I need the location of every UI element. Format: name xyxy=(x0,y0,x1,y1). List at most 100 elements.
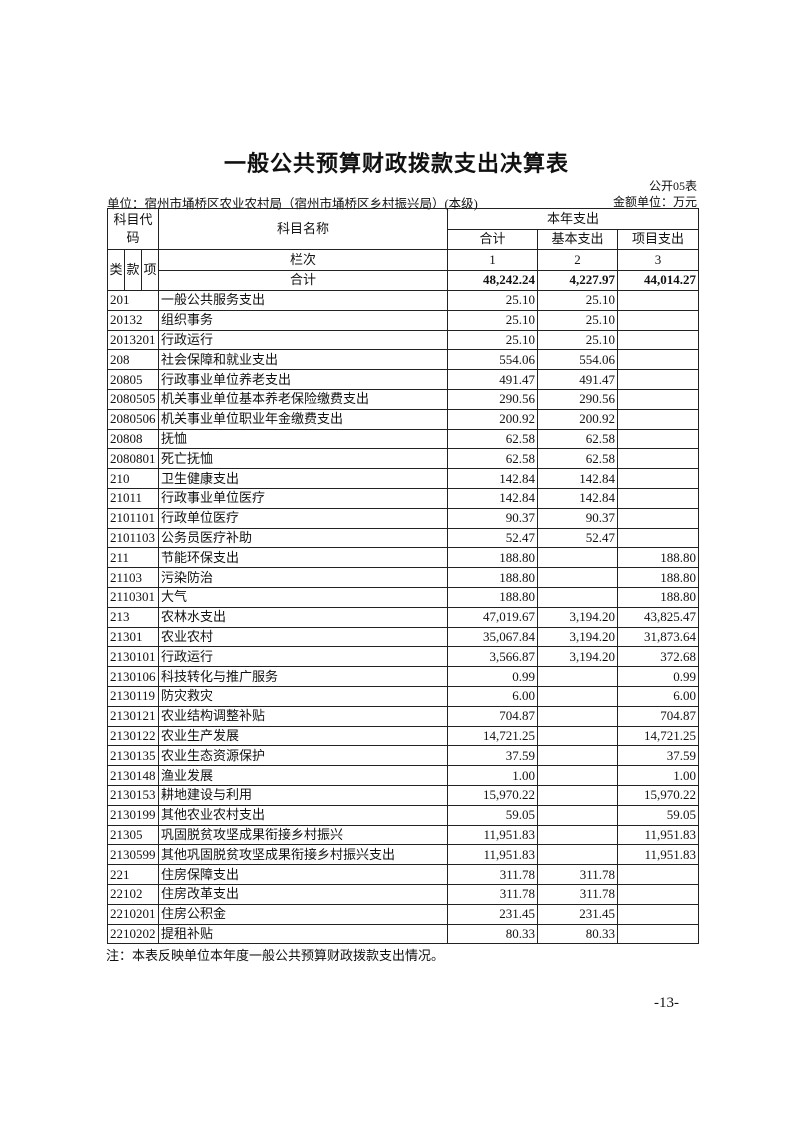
row-code: 2130119 xyxy=(106,685,160,707)
row-name: 组织事务 xyxy=(158,309,449,331)
row-project: 15,970.22 xyxy=(617,784,700,806)
row-project xyxy=(617,487,700,509)
row-total: 59.05 xyxy=(447,804,539,826)
row-basic: 200.92 xyxy=(537,408,619,430)
row-name: 社会保障和就业支出 xyxy=(158,349,449,371)
row-basic xyxy=(537,765,619,786)
row-code: 2130153 xyxy=(106,784,160,806)
header-this-year: 本年支出 xyxy=(447,208,700,230)
row-project xyxy=(617,468,700,489)
row-project xyxy=(617,369,700,390)
row-code: 208 xyxy=(106,349,160,371)
row-basic xyxy=(537,666,619,687)
row-basic: 491.47 xyxy=(537,369,619,390)
row-basic xyxy=(537,804,619,826)
row-project: 31,873.64 xyxy=(617,626,700,648)
table-row: 21301 农业农村 35,067.84 3,194.20 31,873.64 xyxy=(106,626,700,648)
row-code: 20808 xyxy=(106,428,160,450)
row-total: 188.80 xyxy=(447,567,539,588)
row-total: 52.47 xyxy=(447,527,539,549)
header-col1: 1 xyxy=(447,249,539,271)
row-project xyxy=(617,507,700,529)
row-project xyxy=(617,448,700,470)
row-total: 0.99 xyxy=(447,666,539,687)
row-project: 372.68 xyxy=(617,646,700,668)
row-total: 80.33 xyxy=(447,923,539,945)
row-basic xyxy=(537,745,619,767)
row-total: 554.06 xyxy=(447,349,539,371)
table-row: 20808 抚恤 62.58 62.58 xyxy=(106,428,700,450)
table-row: 2130101 行政运行 3,566.87 3,194.20 372.68 xyxy=(106,646,700,668)
row-total: 491.47 xyxy=(447,369,539,390)
table-row: 2130119 防灾救灾 6.00 6.00 xyxy=(106,685,700,707)
row-code: 221 xyxy=(106,864,160,885)
header-lei: 类 xyxy=(107,249,125,291)
row-total: 90.37 xyxy=(447,507,539,529)
row-total: 311.78 xyxy=(447,864,539,885)
form-number: 公开05表 xyxy=(648,179,697,193)
row-basic xyxy=(537,586,619,608)
row-total: 142.84 xyxy=(447,487,539,509)
row-project xyxy=(617,428,700,450)
row-name: 农业农村 xyxy=(158,626,449,648)
expenditure-table: 科目代码 科目名称 本年支出 合计 基本支出 项目支出 类 款 项 栏次 1 2… xyxy=(106,208,700,945)
header-col3: 3 xyxy=(617,249,700,271)
row-project xyxy=(617,883,700,905)
row-name: 渔业发展 xyxy=(158,765,449,786)
row-name: 机关事业单位职业年金缴费支出 xyxy=(158,408,449,430)
row-name: 农业结构调整补贴 xyxy=(158,705,449,727)
row-code: 2130101 xyxy=(106,646,160,668)
money-unit: 金额单位：万元 xyxy=(612,195,697,209)
header-project: 项目支出 xyxy=(617,228,700,250)
row-total: 6.00 xyxy=(447,685,539,707)
row-basic xyxy=(537,547,619,569)
row-basic: 25.10 xyxy=(537,309,619,331)
table-row: 213 农林水支出 47,019.67 3,194.20 43,825.47 xyxy=(106,606,700,628)
row-code: 21301 xyxy=(106,626,160,648)
table-row: 2110301 大气 188.80 188.80 xyxy=(106,586,700,608)
row-code: 2130148 xyxy=(106,765,160,786)
row-basic: 3,194.20 xyxy=(537,646,619,668)
row-basic: 90.37 xyxy=(537,507,619,529)
row-project xyxy=(617,309,700,331)
row-project: 37.59 xyxy=(617,745,700,767)
row-name: 巩固脱贫攻坚成果衔接乡村振兴 xyxy=(158,824,449,846)
row-code: 2130121 xyxy=(106,705,160,727)
row-basic: 52.47 xyxy=(537,527,619,549)
row-basic: 311.78 xyxy=(537,864,619,885)
row-basic: 554.06 xyxy=(537,349,619,371)
header-row-3: 类 款 项 栏次 1 2 3 xyxy=(107,249,700,291)
row-total: 704.87 xyxy=(447,705,539,727)
row-name: 防灾救灾 xyxy=(158,685,449,707)
table-row: 208 社会保障和就业支出 554.06 554.06 xyxy=(106,349,700,371)
row-basic: 62.58 xyxy=(537,448,619,470)
header-name: 科目名称 xyxy=(158,208,449,250)
row-total: 62.58 xyxy=(447,448,539,470)
header-total: 合计 xyxy=(447,228,539,250)
row-basic: 3,194.20 xyxy=(537,626,619,648)
row-basic xyxy=(537,567,619,588)
table-row: 2130148 渔业发展 1.00 1.00 xyxy=(106,765,700,786)
row-name: 卫生健康支出 xyxy=(158,468,449,489)
row-total: 14,721.25 xyxy=(447,725,539,747)
table-row: 2130106 科技转化与推广服务 0.99 0.99 xyxy=(106,666,700,687)
header-code: 科目代码 xyxy=(106,208,160,250)
row-code: 2210201 xyxy=(106,903,160,925)
table-row: 2080506 机关事业单位职业年金缴费支出 200.92 200.92 xyxy=(106,408,700,430)
header-column-no: 栏次 xyxy=(158,249,449,271)
row-project: 188.80 xyxy=(617,586,700,608)
row-total: 25.10 xyxy=(447,309,539,331)
row-project xyxy=(617,864,700,885)
reporting-unit: 单位：宿州市埇桥区农业农村局（宿州市埇桥区乡村振兴局）(本级) xyxy=(107,197,478,211)
row-basic: 62.58 xyxy=(537,428,619,450)
row-name: 抚恤 xyxy=(158,428,449,450)
row-project xyxy=(617,923,700,945)
table-row: 21011 行政事业单位医疗 142.84 142.84 xyxy=(106,487,700,509)
table-row: 221 住房保障支出 311.78 311.78 xyxy=(106,864,700,885)
row-basic xyxy=(537,784,619,806)
row-total: 1.00 xyxy=(447,765,539,786)
page-title: 一般公共预算财政拨款支出决算表 xyxy=(223,151,569,176)
table-row: 2210201 住房公积金 231.45 231.45 xyxy=(106,903,700,925)
row-name: 提租补贴 xyxy=(158,923,449,945)
row-project: 1.00 xyxy=(617,765,700,786)
